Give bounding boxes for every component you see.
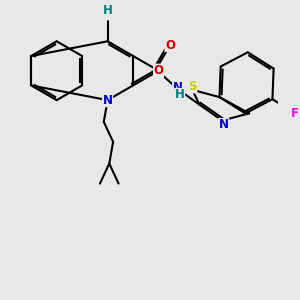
Text: S: S <box>188 80 197 93</box>
Text: N: N <box>219 118 229 131</box>
Text: H: H <box>103 4 112 17</box>
Text: N: N <box>173 81 183 94</box>
Text: O: O <box>165 38 175 52</box>
Text: H: H <box>175 88 185 101</box>
Text: O: O <box>103 7 112 20</box>
Text: F: F <box>291 107 299 120</box>
Text: O: O <box>154 64 164 77</box>
Text: N: N <box>103 94 112 106</box>
